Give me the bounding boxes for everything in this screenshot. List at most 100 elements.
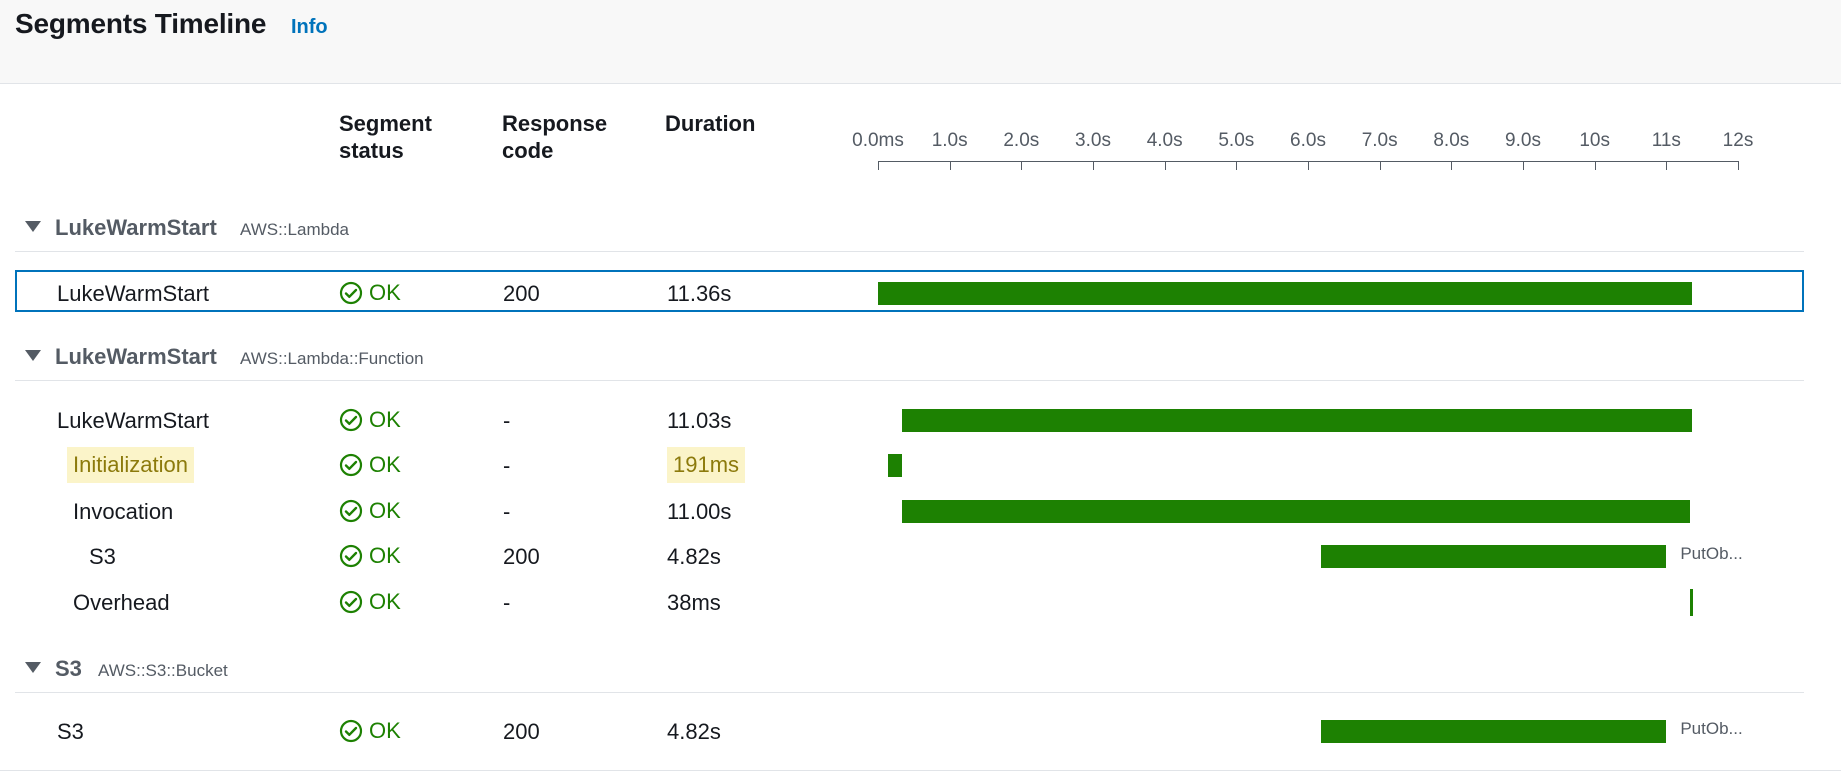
axis-tick <box>1738 161 1739 170</box>
group-divider <box>15 380 1804 381</box>
segment-row[interactable]: LukeWarmStart OK - 11.03s <box>15 399 1804 441</box>
segment-status: OK <box>339 498 401 524</box>
status-text: OK <box>369 589 401 614</box>
response-code: - <box>503 453 511 478</box>
segment-name: LukeWarmStart <box>57 281 210 306</box>
status-text: OK <box>369 407 401 432</box>
page-title: Segments Timeline <box>15 8 267 39</box>
axis-tick-label: 7.0s <box>1361 130 1398 151</box>
check-circle-icon <box>339 453 363 477</box>
axis-tick-label: 3.0s <box>1075 130 1111 151</box>
timeline-bar-label: PutOb... <box>1680 544 1743 563</box>
timeline-bar[interactable] <box>888 454 902 477</box>
check-circle-icon <box>339 281 363 305</box>
axis-tick <box>949 161 951 170</box>
segment-row[interactable]: Initialization OK - 191ms <box>15 444 1804 486</box>
duration: 4.82s <box>667 544 721 569</box>
axis-tick-label: 4.0s <box>1146 130 1183 151</box>
check-circle-icon <box>339 499 363 523</box>
segment-name: Invocation <box>73 499 174 524</box>
axis-tick-label: 6.0s <box>1290 130 1326 151</box>
column-header-duration[interactable]: Duration <box>665 111 756 136</box>
duration: 191ms <box>667 447 746 483</box>
timeline-bar-label: PutOb... <box>1680 719 1743 738</box>
segment-name: Initialization <box>67 447 194 483</box>
group-divider <box>15 692 1804 693</box>
status-text: OK <box>369 543 401 568</box>
axis-tick-label: 2.0s <box>1003 130 1040 151</box>
status-text: OK <box>369 452 401 477</box>
segment-row[interactable]: S3 OK 200 4.82s PutOb... <box>15 535 1804 577</box>
caret-down-icon[interactable] <box>25 662 41 673</box>
group-divider <box>15 251 1804 252</box>
duration: 11.00s <box>667 499 732 524</box>
column-header-response-code[interactable]: Response code <box>502 110 607 164</box>
axis-tick <box>1164 161 1166 170</box>
bottom-divider <box>0 770 1841 771</box>
axis-tick-label: 8.0s <box>1433 130 1470 151</box>
group-type: AWS::Lambda::Function <box>240 349 424 368</box>
caret-down-icon[interactable] <box>25 350 41 361</box>
check-circle-icon <box>339 590 363 614</box>
timeline-bar[interactable] <box>878 282 1693 305</box>
axis-tick-label: 10s <box>1579 130 1610 151</box>
group-type: AWS::Lambda <box>240 220 349 239</box>
caret-down-icon[interactable] <box>25 221 41 232</box>
axis-tick-label: 5.0s <box>1218 130 1255 151</box>
axis-tick <box>1451 161 1453 170</box>
segment-row[interactable]: Overhead OK - 38ms <box>15 581 1804 623</box>
column-header-response-code-line2: code <box>502 138 554 163</box>
timeline-bar[interactable] <box>1689 589 1693 616</box>
segment-status: OK <box>339 543 401 569</box>
column-header-segment-status-line2: status <box>339 138 404 163</box>
group-name: LukeWarmStart <box>55 344 217 369</box>
segment-name: S3 <box>57 719 84 744</box>
timeline-bar[interactable] <box>1320 720 1667 743</box>
segment-status: OK <box>339 280 401 306</box>
axis-tick-label: 12s <box>1722 130 1754 151</box>
segment-status: OK <box>339 452 401 478</box>
axis-tick <box>1236 161 1238 170</box>
segment-row[interactable]: LukeWarmStart OK 200 11.36s <box>15 270 1804 312</box>
response-code: 200 <box>503 281 540 306</box>
group-lambda[interactable]: LukeWarmStart AWS::Lambda <box>0 210 1804 250</box>
group-lambda-function[interactable]: LukeWarmStart AWS::Lambda::Function <box>0 339 1804 379</box>
axis-tick <box>1523 161 1524 170</box>
group-name: LukeWarmStart <box>55 215 217 240</box>
segment-name: S3 <box>89 544 116 569</box>
axis-tick-label: 0.0ms <box>852 130 904 151</box>
column-header-response-code-line1: Response <box>502 111 608 136</box>
group-name: S3 <box>55 656 82 681</box>
axis-tick <box>1594 161 1596 170</box>
segment-row[interactable]: Invocation OK - 11.00s <box>15 490 1804 532</box>
segment-status: OK <box>339 718 401 744</box>
column-header-segment-status-line1: Segment <box>339 111 432 136</box>
group-s3-bucket[interactable]: S3 AWS::S3::Bucket <box>0 651 1804 691</box>
status-text: OK <box>369 718 401 743</box>
axis-tick <box>878 161 879 170</box>
check-circle-icon <box>339 719 363 743</box>
duration: 11.03s <box>667 408 732 433</box>
column-header-segment-status[interactable]: Segment status <box>339 110 432 164</box>
axis-tick-label: 9.0s <box>1505 130 1541 151</box>
response-code: 200 <box>503 544 540 569</box>
response-code: - <box>503 499 511 524</box>
info-link[interactable]: Info <box>291 16 328 38</box>
response-code: - <box>503 408 511 433</box>
duration: 11.36s <box>667 281 732 306</box>
axis-tick <box>1666 161 1668 170</box>
response-code: - <box>503 590 511 615</box>
timeline-bar[interactable] <box>901 500 1690 523</box>
axis-tick <box>1093 161 1094 170</box>
segments-timeline-header: Segments Timeline Info <box>0 0 1841 84</box>
segment-name: Overhead <box>73 590 170 615</box>
duration: 38ms <box>667 590 721 615</box>
timeline-bar[interactable] <box>1320 545 1667 568</box>
duration: 4.82s <box>667 719 721 744</box>
segment-status: OK <box>339 407 401 433</box>
group-type: AWS::S3::Bucket <box>98 661 228 680</box>
segment-row[interactable]: S3 OK 200 4.82s PutOb... <box>15 710 1804 752</box>
timeline-bar[interactable] <box>901 409 1693 432</box>
axis-tick <box>1308 161 1309 170</box>
axis-tick-label: 11s <box>1651 130 1681 151</box>
